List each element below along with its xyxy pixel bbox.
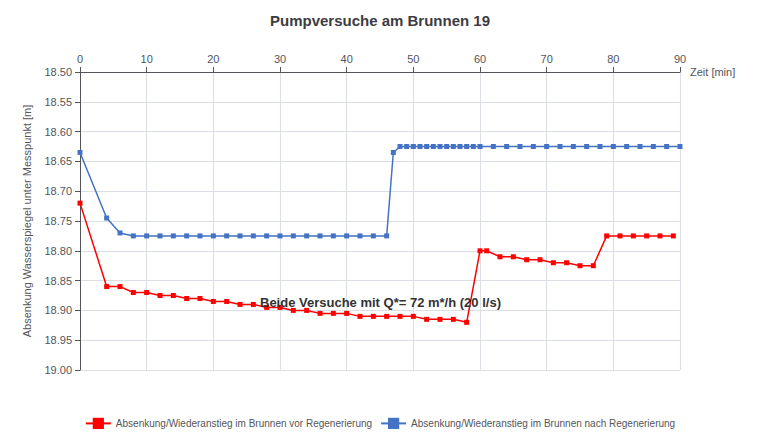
svg-text:Absenkung/Wiederanstieg im Bru: Absenkung/Wiederanstieg im Brunnen vor R… [116,418,372,429]
svg-text:40: 40 [341,53,353,65]
svg-text:70: 70 [541,53,553,65]
svg-text:18.90: 18.90 [44,304,72,316]
svg-text:18.75: 18.75 [44,215,72,227]
svg-text:19.00: 19.00 [44,364,72,376]
svg-text:Absenkung Wasserspiegel unter: Absenkung Wasserspiegel unter Messpunkt … [21,105,33,338]
svg-text:Beide Versuche mit Q*= 72 m*/h: Beide Versuche mit Q*= 72 m*/h (20 l/s) [260,295,501,310]
svg-text:18.50: 18.50 [44,66,72,78]
svg-text:Absenkung/Wiederanstieg im Bru: Absenkung/Wiederanstieg im Brunnen nach … [411,418,675,429]
svg-text:18.85: 18.85 [44,275,72,287]
svg-text:10: 10 [141,53,153,65]
svg-text:18.55: 18.55 [44,96,72,108]
svg-text:60: 60 [474,53,486,65]
svg-text:Pumpversuche am Brunnen 19: Pumpversuche am Brunnen 19 [270,12,490,29]
svg-text:18.70: 18.70 [44,185,72,197]
svg-text:30: 30 [274,53,286,65]
svg-text:80: 80 [607,53,619,65]
svg-text:18.60: 18.60 [44,126,72,138]
svg-text:Zeit [min]: Zeit [min] [690,66,735,78]
svg-text:18.80: 18.80 [44,245,72,257]
svg-text:18.95: 18.95 [44,334,72,346]
svg-text:0: 0 [77,53,83,65]
svg-text:20: 20 [207,53,219,65]
svg-text:50: 50 [407,53,419,65]
svg-text:90: 90 [674,53,686,65]
svg-text:18.65: 18.65 [44,155,72,167]
